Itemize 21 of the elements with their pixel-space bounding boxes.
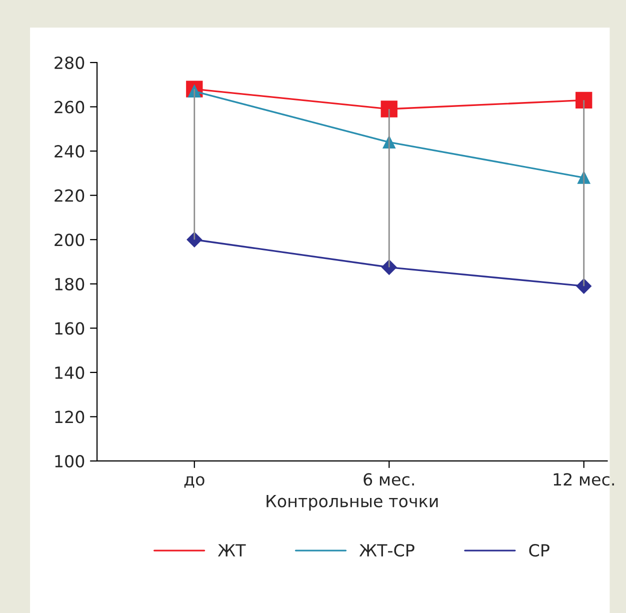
x-tick-label: 12 мес. [554, 473, 614, 486]
legend-label: ЖТ-СР [359, 544, 414, 557]
point [576, 278, 592, 294]
y-tick-label: 100 [55, 454, 84, 468]
y-tick-label: 280 [54, 56, 84, 70]
y-tick-label: 200 [54, 234, 84, 246]
point [382, 260, 397, 275]
x-tick-label: 6 мес. [364, 473, 414, 486]
y-tick-label: 120 [55, 410, 84, 424]
y-tick-label: 220 [54, 189, 84, 202]
y-tick-label: 140 [55, 366, 84, 379]
y-tick-label: 240 [54, 145, 84, 158]
legend-label: ЖТ [218, 544, 246, 556]
x-axis-title: Контрольные точки [266, 494, 438, 511]
point [380, 100, 398, 118]
y-tick-label: 160 [55, 322, 84, 335]
y-tick-label: 260 [54, 100, 84, 114]
legend-label: СР [529, 544, 550, 557]
y-tick-label: 180 [55, 278, 84, 290]
x-tick-label: до [184, 476, 204, 488]
point [576, 92, 592, 108]
